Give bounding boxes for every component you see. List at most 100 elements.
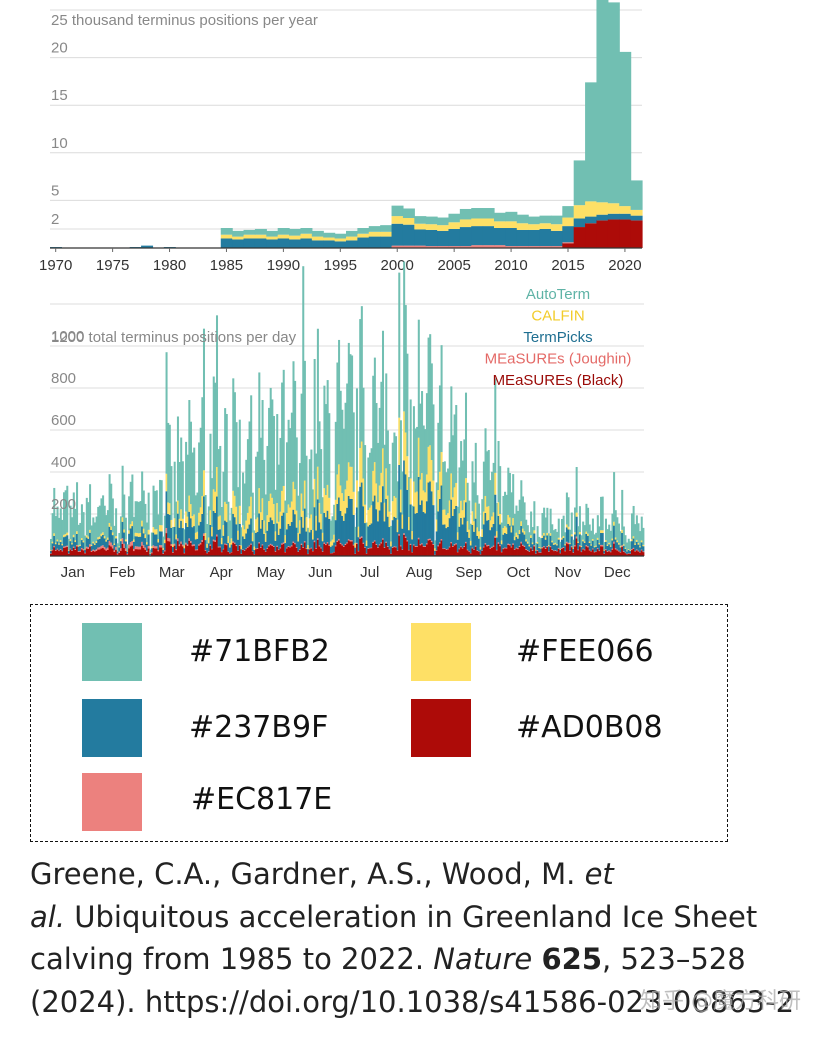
chart1-bar-termpicks (585, 216, 598, 224)
chart2-bar-autoterm (500, 522, 503, 541)
chart2-bar-measures-joughin- (272, 545, 275, 547)
chart2-bar-autoterm (478, 503, 481, 532)
citation-doi: (2024). https://doi.org/10.1038/s41586-0… (30, 984, 795, 1019)
chart2-bar-autoterm (277, 464, 280, 522)
chart2-bar-measures-black- (478, 551, 481, 556)
chart2-bar-calfin (318, 502, 321, 523)
chart2-bar-measures-black- (378, 545, 381, 556)
chart2-bar-termpicks (263, 533, 266, 549)
chart2-bar-termpicks (512, 525, 515, 544)
chart2-bar-measures-black- (500, 552, 503, 556)
chart2-bar-measures-joughin- (639, 551, 642, 553)
chart2-bar-measures-joughin- (261, 544, 264, 546)
chart2-bar-measures-joughin- (445, 549, 448, 550)
chart2-bar-measures-joughin- (71, 550, 74, 551)
chart2-bar-calfin (294, 489, 297, 515)
chart2-bar-measures-black- (211, 549, 214, 556)
chart2-bar-calfin (80, 538, 83, 541)
chart1-xtick-label: 2020 (608, 257, 641, 274)
chart2-bar-termpicks (593, 547, 596, 552)
chart2-bar-calfin (352, 491, 355, 515)
chart1-bar-autoterm (585, 82, 598, 202)
chart2-bar-calfin (510, 526, 513, 533)
chart2-bar-measures-black- (606, 551, 609, 556)
chart1-bar-measures-joughin- (471, 245, 484, 248)
chart1-bar-calfin (266, 236, 279, 240)
chart2-bar-termpicks (616, 542, 619, 550)
chart2-bar-calfin (282, 485, 285, 513)
chart2-bar-calfin (466, 521, 469, 532)
chart2-bar-measures-black- (84, 553, 87, 556)
chart2-bar-measures-black- (445, 549, 448, 556)
chart2-bar-termpicks (243, 538, 246, 551)
chart2-bar-termpicks (435, 531, 438, 551)
chart2-bar-measures-black- (56, 549, 59, 556)
chart2-bar-calfin (298, 520, 302, 534)
chart2-bar-measures-black- (536, 550, 539, 556)
chart2-bar-autoterm (479, 536, 482, 547)
chart2-bar-autoterm (128, 496, 131, 531)
chart2-bar-calfin (562, 536, 565, 539)
chart2-bar-calfin (320, 513, 323, 530)
chart2-bar-calfin (108, 522, 111, 527)
chart2-bar-measures-joughin- (494, 535, 497, 538)
chart2-bar-calfin (162, 548, 165, 550)
chart2-bar-termpicks (266, 530, 269, 548)
chart2-bar-autoterm (152, 485, 155, 528)
chart2-bar-measures-black- (204, 550, 207, 556)
chart2-bar-measures-black- (396, 550, 399, 556)
chart2-bar-measures-joughin- (491, 546, 494, 548)
chart2-bar-autoterm (176, 416, 179, 501)
chart2-bar-termpicks (539, 548, 542, 553)
chart2-bar-autoterm (375, 402, 378, 484)
chart2-bar-autoterm (308, 459, 311, 519)
chart2-bar-termpicks (93, 544, 96, 551)
chart2-bar-measures-black- (443, 548, 446, 556)
chart2-bar-autoterm (484, 428, 487, 496)
chart2-bar-calfin (250, 496, 253, 519)
chart2-bar-measures-joughin- (310, 547, 313, 549)
chart2-bar-termpicks (349, 498, 352, 541)
chart1-bar-calfin (619, 206, 632, 214)
chart2-bar-termpicks (613, 525, 616, 542)
chart2-bar-termpicks (608, 544, 611, 551)
chart2-bar-termpicks (574, 534, 577, 546)
chart2-bar-measures-black- (447, 549, 450, 556)
chart2-bar-measures-joughin- (294, 542, 297, 545)
chart2-bar-autoterm (233, 392, 236, 496)
chart2-bar-measures-black- (155, 548, 158, 556)
chart1-xtick-label: 2005 (437, 257, 470, 274)
chart2-bar-calfin (131, 521, 134, 527)
chart2-bar-termpicks (515, 536, 518, 548)
chart2-bar-measures-black- (642, 552, 645, 556)
chart2-bar-termpicks (204, 540, 207, 551)
chart2-bar-termpicks (395, 517, 398, 547)
chart2-bar-calfin (526, 541, 529, 544)
chart2-bar-measures-black- (316, 539, 319, 556)
chart1-bar-termpicks (266, 239, 279, 248)
chart1-bar-autoterm (334, 233, 347, 239)
chart2-bar-autoterm (440, 345, 443, 453)
chart2-bar-termpicks (443, 524, 446, 549)
chart2-bar-autoterm (209, 433, 212, 511)
chart2-bar-termpicks (67, 550, 70, 554)
chart2-bar-autoterm (629, 541, 632, 551)
citation: Greene, C.A., Gardner, A.S., Wood, M. et… (30, 853, 820, 1023)
chart2-bar-measures-black- (271, 545, 274, 556)
chart2-bar-calfin (321, 532, 324, 542)
chart2-bar-measures-joughin- (355, 542, 358, 544)
chart2-bar-measures-black- (530, 548, 533, 556)
chart2-bar-calfin (500, 540, 503, 545)
chart2-bar-autoterm (119, 516, 123, 540)
chart2-bar-measures-black- (261, 545, 264, 556)
chart2-bar-measures-black- (295, 547, 298, 556)
chart2-bar-measures-black- (614, 549, 617, 556)
chart2-bar-calfin (642, 544, 645, 547)
chart2-bar-termpicks (315, 530, 318, 549)
chart2-bar-termpicks (264, 541, 267, 552)
chart2-bar-calfin (51, 541, 54, 544)
chart1-xtick-label: 1985 (210, 257, 243, 274)
chart2-bar-calfin (312, 529, 315, 540)
chart2-bar-autoterm (215, 315, 219, 467)
chart2-bar-measures-black- (98, 549, 101, 556)
